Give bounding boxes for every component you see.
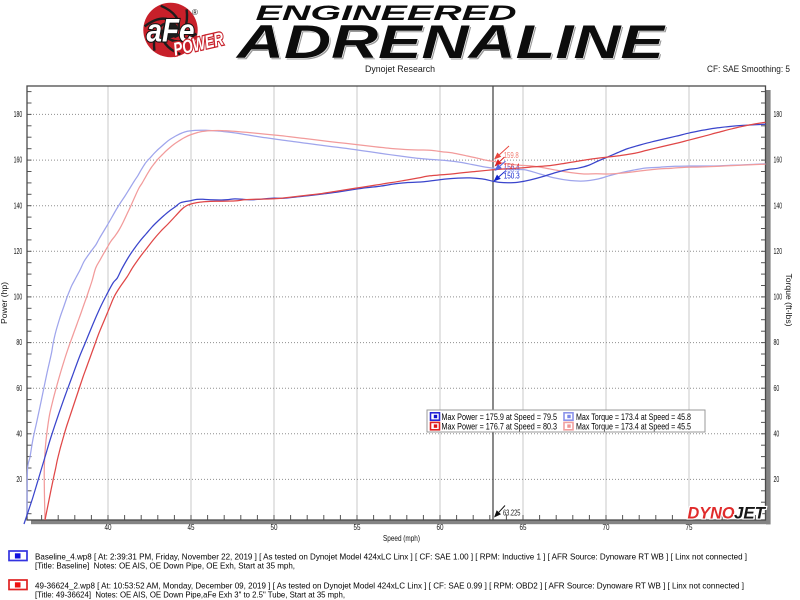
svg-text:45: 45 <box>188 523 195 532</box>
svg-text:49-36624_2.wp8 [ At: 10:53:52: 49-36624_2.wp8 [ At: 10:53:52 AM, Monday… <box>35 581 744 590</box>
svg-text:Max Power = 175.9 at Speed = 7: Max Power = 175.9 at Speed = 79.5 <box>442 412 558 422</box>
svg-text:Max Torque = 173.4 at Speed =: Max Torque = 173.4 at Speed = 45.5 <box>576 422 691 432</box>
svg-text:180: 180 <box>14 110 23 119</box>
svg-text:75: 75 <box>686 523 693 532</box>
svg-text:70: 70 <box>603 523 610 532</box>
svg-text:63.225: 63.225 <box>503 508 521 518</box>
svg-text:20: 20 <box>16 475 22 484</box>
svg-text:159.8: 159.8 <box>504 150 519 160</box>
svg-text:40: 40 <box>774 429 780 438</box>
svg-text:65: 65 <box>520 523 527 532</box>
svg-text:80: 80 <box>16 338 22 347</box>
svg-text:153.9: 153.9 <box>504 164 520 174</box>
svg-text:[Title: 49-36624] Notes: OE A: [Title: 49-36624] Notes: OE AIS, OE Down… <box>35 590 345 599</box>
svg-text:156.4: 156.4 <box>504 162 520 172</box>
svg-text:100: 100 <box>14 293 23 302</box>
svg-text:55: 55 <box>354 523 361 532</box>
svg-text:60: 60 <box>16 384 22 393</box>
svg-text:120: 120 <box>774 247 783 256</box>
svg-text:40: 40 <box>16 429 22 438</box>
svg-text:20: 20 <box>774 475 780 484</box>
svg-text:Dynojet Research: Dynojet Research <box>365 64 435 74</box>
svg-text:150.3: 150.3 <box>504 170 520 180</box>
svg-text:ENGINEERED: ENGINEERED <box>256 1 517 25</box>
svg-text:60: 60 <box>437 523 444 532</box>
svg-text:Power (hp): Power (hp) <box>0 282 9 324</box>
svg-text:40: 40 <box>105 523 112 532</box>
svg-text:50: 50 <box>271 523 278 532</box>
svg-text:DYNO: DYNO <box>688 505 735 523</box>
svg-text:Max Power = 176.7 at Speed = 8: Max Power = 176.7 at Speed = 80.3 <box>442 422 558 432</box>
svg-text:CF: SAE Smoothing: 5: CF: SAE Smoothing: 5 <box>707 64 790 74</box>
svg-text:120: 120 <box>14 247 23 256</box>
svg-text:Baseline_4.wp8 [ At: 2:39:31 P: Baseline_4.wp8 [ At: 2:39:31 PM, Friday,… <box>35 552 747 561</box>
svg-text:[Title: Baseline] Notes: OE A: [Title: Baseline] Notes: OE AIS, OE Down… <box>35 561 295 570</box>
svg-text:180: 180 <box>774 110 783 119</box>
svg-text:140: 140 <box>14 201 23 210</box>
svg-text:®: ® <box>192 8 198 17</box>
svg-text:60: 60 <box>774 384 780 393</box>
svg-text:aFe: aFe <box>147 13 195 49</box>
svg-text:Torque (ft-lbs): Torque (ft-lbs) <box>784 273 794 326</box>
svg-text:80: 80 <box>774 338 780 347</box>
svg-text:160: 160 <box>14 156 23 165</box>
svg-text:160: 160 <box>774 156 783 165</box>
svg-text:Speed (mph): Speed (mph) <box>383 533 420 543</box>
svg-text:140: 140 <box>774 201 783 210</box>
svg-text:JET: JET <box>734 505 767 523</box>
svg-text:Max Torque = 173.4 at Speed =: Max Torque = 173.4 at Speed = 45.8 <box>576 412 691 422</box>
svg-text:ADRENALINE: ADRENALINE <box>236 15 667 68</box>
svg-text:ADRENALINE: ADRENALINE <box>237 17 668 70</box>
svg-text:100: 100 <box>774 293 783 302</box>
